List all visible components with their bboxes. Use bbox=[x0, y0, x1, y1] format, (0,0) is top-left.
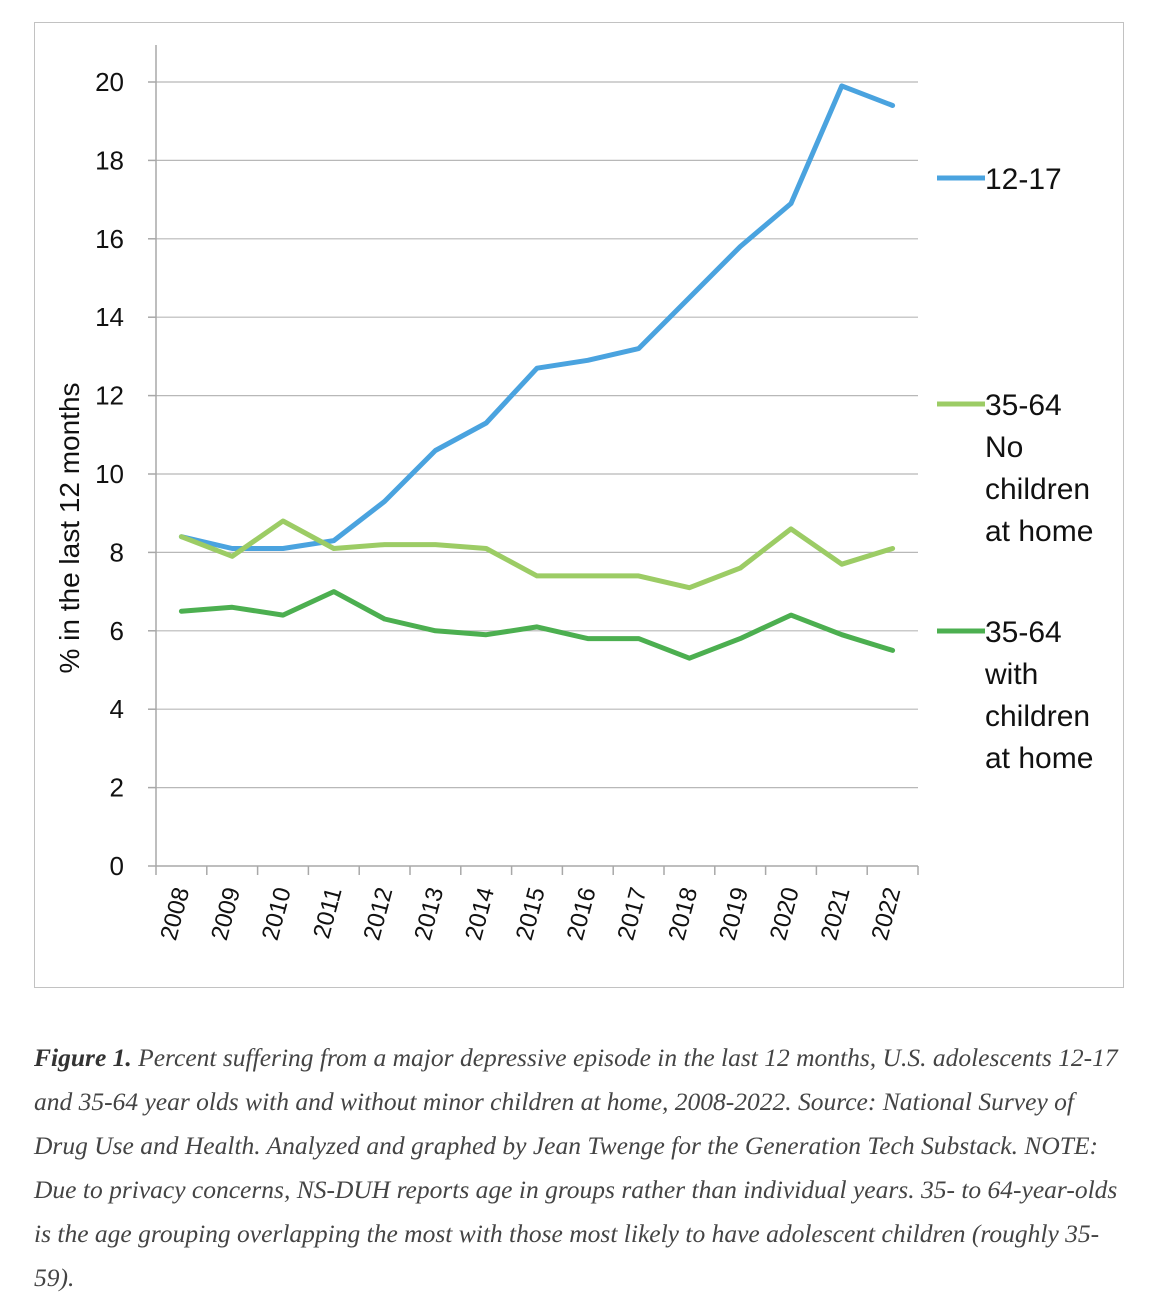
x-tick-label: 2008 bbox=[155, 885, 195, 944]
caption-label: Figure 1. bbox=[34, 1043, 132, 1072]
x-tick-label: 2020 bbox=[765, 885, 805, 944]
x-tick-label: 2013 bbox=[409, 885, 449, 944]
caption-text: Percent suffering from a major depressiv… bbox=[34, 1043, 1118, 1292]
legend-label-3: with bbox=[984, 658, 1038, 691]
y-tick-label: 8 bbox=[110, 537, 124, 567]
x-tick-label: 2011 bbox=[308, 885, 347, 942]
y-tick-label: 6 bbox=[110, 616, 124, 646]
y-tick-label: 0 bbox=[110, 851, 124, 881]
y-tick-label: 10 bbox=[95, 459, 124, 489]
x-tick-label: 2015 bbox=[511, 885, 551, 944]
x-tick-label: 2010 bbox=[257, 885, 297, 944]
legend-label-2: No bbox=[985, 431, 1023, 464]
series-line-3 bbox=[178, 589, 896, 661]
line-chart: 0 2 4 6 8 10 12 14 16 18 20 2008 2009 2010 2011 2012 201… bbox=[54, 45, 1093, 944]
x-tick-label: 2022 bbox=[866, 885, 906, 944]
series-line-1 bbox=[178, 83, 896, 551]
y-axis-title: % in the last 12 months bbox=[54, 382, 85, 673]
x-tick-label: 2012 bbox=[358, 885, 398, 944]
legend-label-3: at home bbox=[985, 742, 1093, 775]
y-tick-label: 18 bbox=[95, 145, 124, 175]
legend-label-2: children bbox=[985, 473, 1090, 506]
x-tick-label: 2014 bbox=[460, 885, 500, 944]
y-tick-label: 4 bbox=[110, 694, 124, 724]
x-tick-label: 2017 bbox=[612, 885, 652, 944]
x-tick-label: 2016 bbox=[562, 885, 602, 944]
y-tick-label: 12 bbox=[95, 381, 124, 411]
y-tick-label: 2 bbox=[110, 773, 124, 803]
y-tick-label: 16 bbox=[95, 224, 124, 254]
x-tick-label: 2019 bbox=[714, 885, 754, 944]
x-tick-label: 2009 bbox=[206, 885, 246, 944]
y-tick-label: 14 bbox=[95, 302, 124, 332]
figure-caption: Figure 1. Percent suffering from a major… bbox=[34, 1036, 1134, 1300]
chart-frame: 0 2 4 6 8 10 12 14 16 18 20 2008 2009 2010 2011 2012 201… bbox=[34, 22, 1124, 988]
legend-label-3: children bbox=[985, 700, 1090, 733]
y-tick-label: 20 bbox=[95, 67, 124, 97]
legend-label-3: 35-64 bbox=[985, 616, 1062, 649]
x-tick-label: 2021 bbox=[816, 885, 856, 944]
legend-label-2: at home bbox=[985, 515, 1093, 548]
x-tick-label: 2018 bbox=[663, 885, 703, 944]
legend-label-2: 35-64 bbox=[985, 389, 1062, 422]
series-line-2 bbox=[178, 518, 896, 591]
legend-label-1: 12-17 bbox=[985, 163, 1062, 196]
